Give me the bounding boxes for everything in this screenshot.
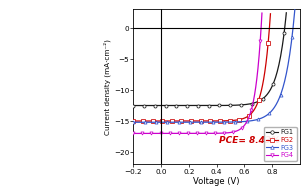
Text: PCE= 8.43%: PCE= 8.43% (219, 136, 281, 145)
Legend: FG1, FG2, FG3, FG4: FG1, FG2, FG3, FG4 (264, 127, 297, 161)
X-axis label: Voltage (V): Voltage (V) (193, 177, 240, 186)
Y-axis label: Current density (mA·cm⁻²): Current density (mA·cm⁻²) (104, 39, 111, 135)
